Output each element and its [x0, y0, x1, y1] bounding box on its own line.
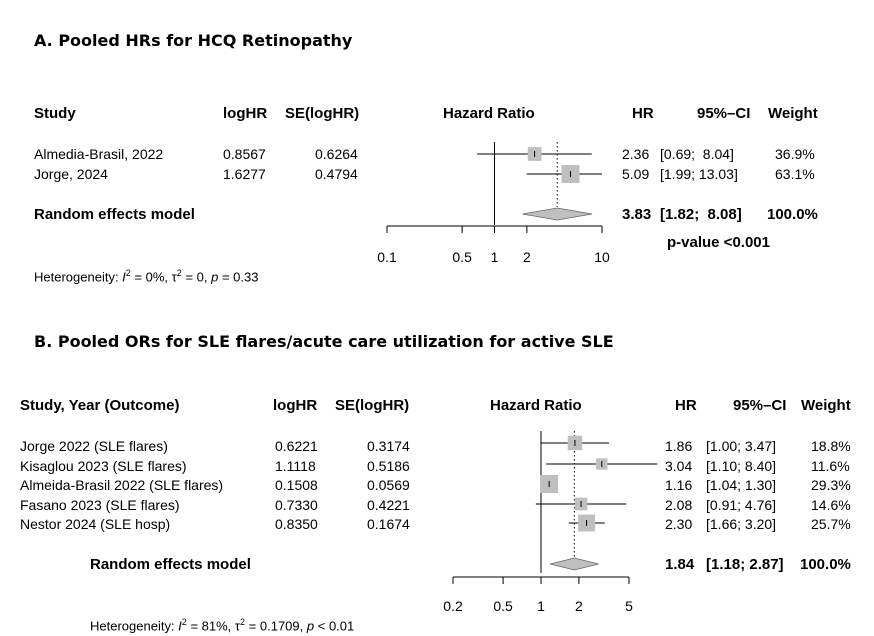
panel-a-pooled-diamond — [522, 207, 593, 221]
tau2-value: = 0.1709, — [248, 618, 307, 634]
panel-a-loghr-value: 1.6277 — [223, 166, 266, 182]
i2-symbol: I — [178, 618, 182, 634]
panel-b-study-name: Fasano 2023 (SLE flares) — [20, 497, 180, 513]
panel-a-model-hr: 3.83 — [622, 206, 652, 223]
panel-b-model-weight: 100.0% — [800, 556, 851, 573]
panel-a-tick-label: 0.5 — [452, 249, 472, 265]
panel-a-ci-value: [0.69; 8.04] — [660, 146, 734, 162]
panel-b-study-name: Jorge 2022 (SLE flares) — [20, 438, 168, 454]
panel-a-pvalue: p-value <0.001 — [667, 234, 770, 251]
panel-a-ci-value: [1.99; 13.03] — [660, 166, 738, 182]
panel-a-se-value: 0.6264 — [315, 146, 358, 162]
p-value: < 0.01 — [317, 618, 355, 634]
panel-b-ci-header: 95%–CI — [733, 397, 787, 414]
panel-a-heterogeneity: Heterogeneity: I2 = 0%, τ2 = 0, p = 0.33 — [34, 268, 259, 285]
i2-symbol: I — [122, 269, 126, 285]
panel-b-loghr-value: 0.8350 — [275, 516, 318, 532]
panel-b-ci-value: [0.91; 4.76] — [706, 497, 777, 513]
panel-b-ci-value: [1.04; 1.30] — [706, 477, 777, 493]
panel-a-axis-header: Hazard Ratio — [443, 105, 535, 122]
panel-b-weight-value: 25.7% — [811, 516, 851, 532]
i2-superscript: 2 — [125, 268, 131, 278]
panel-b-loghr-value: 0.6221 — [275, 438, 318, 454]
panel-b-study-name: Nestor 2024 (SLE hosp) — [20, 516, 171, 532]
panel-b-weight-value: 18.8% — [811, 438, 851, 454]
p-value: = 0.33 — [221, 269, 259, 285]
panel-b-tick-label: 0.5 — [493, 598, 513, 614]
panel-b-se-value: 0.5186 — [367, 458, 410, 474]
tau2-superscript: 2 — [176, 268, 182, 278]
panel-b-model-name: Random effects model — [90, 556, 251, 573]
p-symbol: p — [306, 618, 315, 634]
panel-b-se-value: 0.3174 — [367, 438, 410, 454]
panel-a-weight-value: 36.9% — [775, 146, 815, 162]
panel-a-loghr-header: logHR — [223, 105, 268, 122]
panel-b-weight-value: 14.6% — [811, 497, 851, 513]
panel-b-axis-header: Hazard Ratio — [490, 397, 582, 414]
panel-b-tick-label: 2 — [575, 598, 583, 614]
panel-b-tick-label: 1 — [537, 598, 545, 614]
panel-b-hr-value: 2.30 — [665, 516, 693, 532]
panel-a-tick-label: 2 — [523, 249, 531, 265]
panel-b-model-hr: 1.84 — [665, 556, 695, 573]
panel-b-heterogeneity: Heterogeneity: I2 = 81%, τ2 = 0.1709, p … — [90, 617, 355, 634]
panel-b-study-name: Kisaglou 2023 (SLE flares) — [20, 458, 187, 474]
panel-b-hr-value: 3.04 — [665, 458, 693, 474]
panel-b-tick-label: 0.2 — [443, 598, 463, 614]
panel-b-hr-value: 1.86 — [665, 438, 693, 454]
panel-a-hr-value: 2.36 — [622, 146, 650, 162]
panel-a-tick-label: 0.1 — [377, 249, 397, 265]
panel-b-tick-label: 5 — [625, 598, 633, 614]
i2-value: = 0%, — [134, 269, 172, 285]
panel-b-pooled-diamond — [549, 557, 599, 571]
heterogeneity-prefix: Heterogeneity: — [34, 269, 123, 285]
panel-b-se-value: 0.1674 — [367, 516, 410, 532]
panel-b-hr-value: 1.16 — [665, 477, 693, 493]
panel-b-ci-value: [1.66; 3.20] — [706, 516, 777, 532]
panel-a-se-value: 0.4794 — [315, 166, 358, 182]
tau2-value: = 0, — [185, 269, 212, 285]
panel-a-study-header: Study — [34, 105, 76, 122]
panel-b-loghr-value: 0.7330 — [275, 497, 318, 513]
panel-b-se-value: 0.4221 — [367, 497, 410, 513]
panel-b-hr-value: 2.08 — [665, 497, 693, 513]
panel-b-loghr-value: 1.1118 — [275, 458, 316, 474]
heterogeneity-prefix: Heterogeneity: — [90, 618, 179, 634]
i2-superscript: 2 — [181, 617, 187, 627]
panel-a-model-ci: [1.82; 8.08] — [660, 206, 742, 223]
panel-b-weight-value: 29.3% — [811, 477, 851, 493]
p-symbol: p — [211, 269, 219, 285]
panel-a-title: A. Pooled HRs for HCQ Retinopathy — [34, 31, 353, 50]
i2-value: = 81%, — [190, 618, 235, 634]
panel-b-model-ci: [1.18; 2.87] — [706, 556, 784, 573]
panel-a-hr-header: HR — [632, 105, 654, 122]
panel-a-study-name: Jorge, 2024 — [34, 166, 108, 182]
panel-b-hr-header: HR — [675, 397, 697, 414]
panel-a-weight-value: 63.1% — [775, 166, 815, 182]
panel-b-weight-header: Weight — [801, 397, 851, 414]
panel-b-ci-value: [1.00; 3.47] — [706, 438, 777, 454]
panel-a-tick-label: 10 — [594, 249, 610, 265]
panel-b-se-header: SE(logHR) — [335, 397, 410, 414]
panel-b-ci-value: [1.10; 8.40] — [706, 458, 777, 474]
panel-b-weight-value: 11.6% — [811, 458, 850, 474]
panel-a-model-weight: 100.0% — [767, 206, 818, 223]
panel-a-loghr-value: 0.8567 — [223, 146, 266, 162]
panel-b-loghr-header: logHR — [273, 397, 318, 414]
panel-a-hr-value: 5.09 — [622, 166, 650, 182]
panel-b-title: B. Pooled ORs for SLE flares/acute care … — [34, 332, 614, 351]
panel-b-se-value: 0.0569 — [367, 477, 410, 493]
panel-a-study-name: Almedia-Brasil, 2022 — [34, 146, 164, 162]
tau2-superscript: 2 — [240, 617, 246, 627]
panel-b-study-name: Almeida-Brasil 2022 (SLE flares) — [20, 477, 224, 493]
panel-a-model-name: Random effects model — [34, 206, 195, 223]
panel-a-se-header: SE(logHR) — [285, 105, 360, 122]
panel-b-study-header: Study, Year (Outcome) — [20, 397, 180, 414]
panel-a-weight-header: Weight — [768, 105, 818, 122]
panel-a-tick-label: 1 — [491, 249, 499, 265]
panel-b-loghr-value: 0.1508 — [275, 477, 318, 493]
panel-a-ci-header: 95%–CI — [697, 105, 751, 122]
